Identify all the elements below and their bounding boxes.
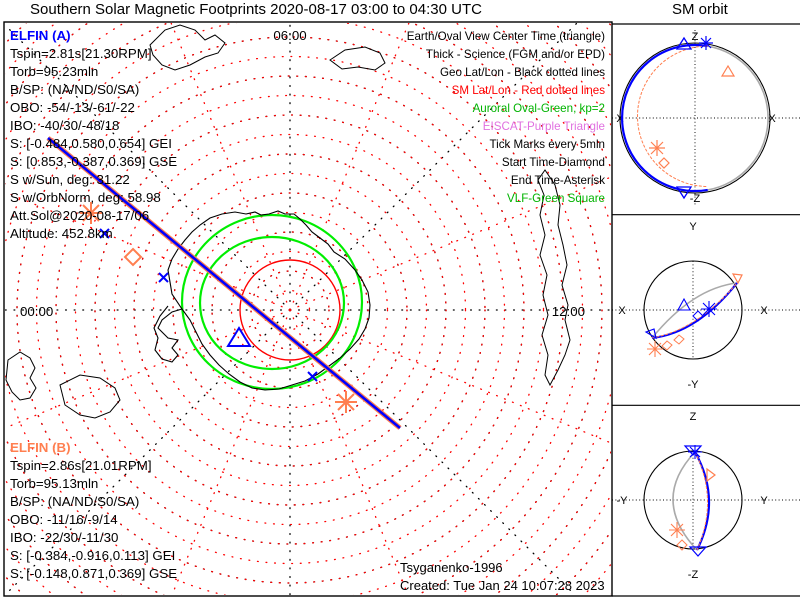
svg-text:S: [-0.484,0.580,0.654] GEI: S: [-0.484,0.580,0.654] GEI xyxy=(10,136,172,151)
svg-text:VLF-Green Square: VLF-Green Square xyxy=(507,192,605,205)
svg-text:X: X xyxy=(768,113,776,125)
svg-text:OBO: -11/16/-9/14: OBO: -11/16/-9/14 xyxy=(10,512,118,527)
svg-text:ELFIN (B): ELFIN (B) xyxy=(10,440,71,455)
svg-text:Tsyganenko-1996: Tsyganenko-1996 xyxy=(400,560,503,575)
svg-text:-Z: -Z xyxy=(690,193,701,205)
svg-text:Auroral Oval-Green, kp=2: Auroral Oval-Green, kp=2 xyxy=(473,102,605,115)
svg-text:12:00: 12:00 xyxy=(552,304,585,319)
svg-text:Torb=95.23mln: Torb=95.23mln xyxy=(10,64,98,79)
svg-text:Geo Lat/Lon - Black dotted lin: Geo Lat/Lon - Black dotted lines xyxy=(440,66,605,79)
svg-text:S w/Sun, deg: 31.22: S w/Sun, deg: 31.22 xyxy=(10,172,130,187)
svg-text:Created: Tue Jan 24 10:07:28 2: Created: Tue Jan 24 10:07:28 2023 xyxy=(400,578,605,593)
svg-text:IBO: -22/30/-11/30: IBO: -22/30/-11/30 xyxy=(10,530,118,545)
svg-text:ELFIN (A): ELFIN (A) xyxy=(10,28,71,43)
svg-text:Tick Marks every 5mln: Tick Marks every 5mln xyxy=(489,138,605,151)
svg-text:B/SP: (NA/ND/S0/SA): B/SP: (NA/ND/S0/SA) xyxy=(10,494,139,509)
svg-text:-Y: -Y xyxy=(617,495,629,507)
svg-text:OBO: -54/-13/-61/-22: OBO: -54/-13/-61/-22 xyxy=(10,100,135,115)
svg-text:EISCAT-Purple Triangle: EISCAT-Purple Triangle xyxy=(483,120,605,133)
svg-text:S w/OrbNorm, deg: 58.98: S w/OrbNorm, deg: 58.98 xyxy=(10,190,161,205)
svg-text:Earth/Oval View Center Time (t: Earth/Oval View Center Time (triangle) xyxy=(407,30,605,43)
svg-text:Z: Z xyxy=(690,411,697,423)
svg-text:Start Time-Diamond: Start Time-Diamond xyxy=(502,156,605,169)
svg-text:SM orbit: SM orbit xyxy=(672,1,729,18)
svg-text:Y: Y xyxy=(760,495,768,507)
svg-text:Att.Sol@2020-08-17/06: Att.Sol@2020-08-17/06 xyxy=(10,208,149,223)
svg-text:Y: Y xyxy=(689,221,697,233)
svg-text:End Time-Asterisk: End Time-Asterisk xyxy=(511,174,605,187)
svg-text:S: [0.853,-0.387,0.369] GSE: S: [0.853,-0.387,0.369] GSE xyxy=(10,154,177,169)
svg-text:S: [-0.148,0.871,0.369] GSE: S: [-0.148,0.871,0.369] GSE xyxy=(10,566,177,581)
svg-text:-Y: -Y xyxy=(688,379,700,391)
svg-text:X: X xyxy=(618,305,626,317)
svg-text:-Z: -Z xyxy=(688,569,699,581)
svg-text:B/SP: (NA/ND/S0/SA): B/SP: (NA/ND/S0/SA) xyxy=(10,82,139,97)
svg-text:IBO: -40/30/-48/18: IBO: -40/30/-48/18 xyxy=(10,118,119,133)
svg-text:06:00: 06:00 xyxy=(273,28,306,43)
svg-text:Torb=95.13mln: Torb=95.13mln xyxy=(10,476,98,491)
svg-text:Thick - Science (FGM and/or EP: Thick - Science (FGM and/or EPD) xyxy=(426,48,605,61)
svg-text:Altitude: 452.8km: Altitude: 452.8km xyxy=(10,226,113,241)
svg-text:S: [-0.384,-0.916,0.113] GEI: S: [-0.384,-0.916,0.113] GEI xyxy=(10,548,175,563)
svg-text:Southern Solar Magnetic Footpr: Southern Solar Magnetic Footprints 2020-… xyxy=(30,1,482,18)
svg-text:Tspin=2.86s[21.01RPM]: Tspin=2.86s[21.01RPM] xyxy=(10,458,152,473)
svg-text:Tspin=2.81s[21.30RPM]: Tspin=2.81s[21.30RPM] xyxy=(10,46,152,61)
svg-text:Z: Z xyxy=(692,31,699,43)
svg-text:00:00: 00:00 xyxy=(20,304,53,319)
svg-text:X: X xyxy=(760,305,768,317)
svg-text:SM Lat/Lon - Red dotted lines: SM Lat/Lon - Red dotted lines xyxy=(452,84,606,97)
